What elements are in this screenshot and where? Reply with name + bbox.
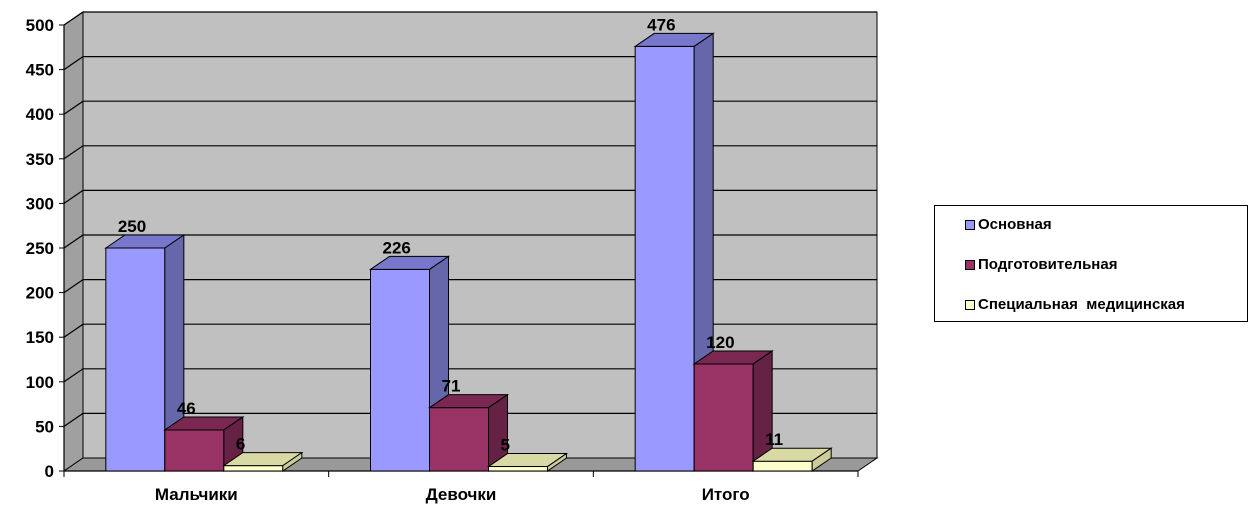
legend-label: Основная [978, 216, 1052, 233]
bar [693, 363, 754, 472]
gridline [63, 412, 877, 427]
data-label: 11 [765, 430, 783, 449]
legend-swatch [965, 259, 975, 270]
y-tick-label: 400 [26, 105, 54, 124]
y-tick-label: 100 [26, 373, 54, 392]
gridline [63, 323, 877, 338]
legend-label: Специальная медицинская [978, 296, 1185, 313]
data-label: 250 [118, 217, 146, 236]
category-label: Мальчики [155, 485, 238, 504]
bar-side [282, 451, 303, 472]
gridline [63, 11, 877, 26]
category-label: Девочки [426, 485, 497, 504]
y-tick-label: 300 [26, 194, 54, 213]
legend-item: Подготовительная [965, 256, 1117, 273]
y-tick-label: 350 [26, 150, 54, 169]
category-label: Итого [702, 485, 750, 504]
legend-swatch [965, 299, 975, 310]
data-label: 476 [647, 15, 675, 34]
gridline [63, 368, 877, 383]
legend-label: Подготовительная [978, 256, 1118, 273]
y-tick-label: 450 [26, 61, 54, 80]
data-label: 120 [706, 333, 734, 352]
legend: Основная Подготовительная Специальная меди… [934, 205, 1248, 322]
y-tick-label: 50 [35, 417, 54, 436]
legend-item: Специальная медицинская [965, 296, 1185, 313]
y-tick-label: 150 [26, 328, 54, 347]
gridline [63, 189, 877, 204]
bar [164, 429, 225, 472]
gridline [63, 100, 877, 115]
gridline [63, 145, 877, 160]
labels: 250 46 6 226 71 5 476 120 11 [118, 15, 783, 454]
bar [429, 407, 489, 472]
bar-side [811, 447, 832, 472]
y-tick-label: 200 [26, 284, 54, 303]
bar [223, 465, 284, 472]
bar [634, 45, 695, 472]
gridline [63, 279, 877, 294]
data-label: 226 [383, 238, 411, 257]
gridline [63, 234, 877, 249]
bar [488, 466, 548, 472]
y-tick-label: 500 [26, 16, 54, 35]
bar-side [547, 452, 567, 472]
bar [105, 247, 166, 472]
y-tick-label: 0 [45, 462, 54, 481]
data-label: 6 [236, 435, 245, 454]
gridline [63, 55, 877, 71]
data-label: 5 [501, 436, 510, 455]
gridlines [63, 11, 877, 427]
bar [752, 460, 813, 472]
data-label: 46 [177, 399, 196, 418]
y-tick-label: 250 [26, 239, 54, 258]
legend-item: Основная [965, 216, 1052, 233]
legend-swatch [965, 219, 975, 230]
bar [370, 268, 430, 472]
data-label: 71 [442, 377, 461, 396]
bars [104, 32, 833, 472]
